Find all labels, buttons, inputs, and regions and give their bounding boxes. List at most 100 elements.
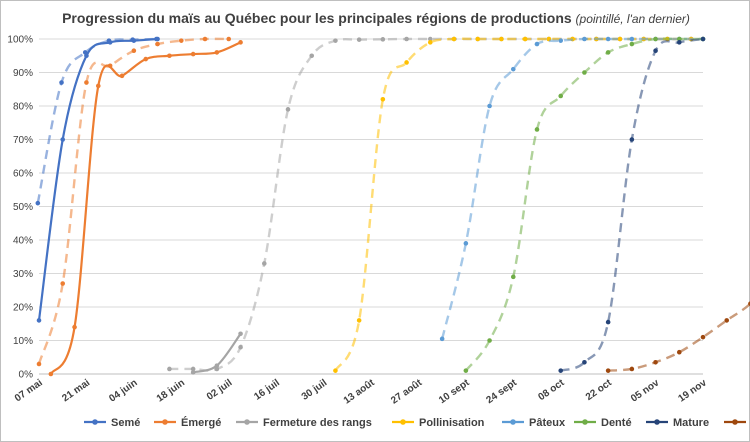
y-tick-label: 80% [13,102,33,113]
data-point [558,93,564,99]
data-point [84,80,89,85]
data-point [653,48,658,54]
data-point [534,41,540,47]
data-point [178,38,184,43]
data-point [629,366,635,372]
x-tick-label: 18 juin [155,377,187,404]
y-tick-label: 90% [13,68,33,79]
data-point [475,36,481,42]
data-point [59,80,64,85]
legend-label: Émergé [181,416,221,429]
data-point [48,371,54,377]
x-tick-label: 16 juil [252,377,282,402]
legend-swatch-marker [510,419,516,425]
data-point [522,36,528,42]
data-point [629,36,635,42]
data-point [60,281,66,286]
x-tick-label: 22 oct [584,377,615,403]
legend-swatch-marker [654,419,660,425]
legend-swatch-marker [92,419,98,425]
data-point [510,274,516,280]
data-point [261,261,267,266]
x-tick-label: 02 juil [205,377,235,402]
data-point [190,51,196,57]
legend-label: Semé [111,417,140,429]
data-point [356,37,362,42]
data-point [95,83,101,89]
data-point [167,53,172,59]
data-point [605,50,611,55]
series-line [49,41,242,375]
data-point [558,368,564,373]
y-tick-label: 10% [13,336,33,347]
data-point [487,103,492,109]
legend-label: Mature [673,417,709,429]
data-point [333,38,338,43]
data-point [285,107,291,112]
data-point [605,36,611,42]
data-point [724,318,730,323]
data-point [60,137,66,142]
data-point [238,331,243,337]
data-point [427,40,433,45]
data-point [356,318,362,323]
data-point [653,359,658,365]
y-tick-label: 0% [19,370,34,381]
x-tick-label: 30 juil [300,377,330,402]
data-point [143,56,149,62]
series-line [334,37,692,372]
data-point [167,366,172,372]
data-point [629,137,635,142]
data-point [155,41,160,47]
data-point [106,38,112,43]
x-tick-label: 21 mai [60,377,92,404]
data-point [214,366,220,372]
y-tick-label: 50% [13,202,33,213]
data-point [380,97,386,102]
data-point [238,344,243,350]
x-tick-label: 04 juin [107,377,139,404]
data-point [439,336,445,342]
data-point [676,40,682,45]
data-point [36,318,42,323]
data-point [676,36,682,42]
y-tick-label: 40% [13,236,33,247]
x-tick-label: 27 août [389,377,425,406]
x-tick-label: 19 nov [676,377,709,404]
x-tick-label: 13 août [342,377,378,406]
data-point [404,36,409,42]
data-point [119,73,125,79]
data-point [214,50,220,55]
data-point [582,70,587,75]
data-point [131,48,137,54]
data-point [226,36,232,42]
data-point [333,368,338,373]
series-line [560,37,704,372]
data-point [653,36,658,42]
data-point [582,359,587,365]
data-point [107,63,113,69]
data-point [510,66,516,72]
x-tick-label: 10 sept [437,377,472,406]
x-tick-label: 05 nov [629,377,662,404]
data-point [82,50,88,55]
y-tick-label: 60% [13,169,33,180]
data-point [36,361,42,367]
data-point [130,37,135,42]
data-point [404,60,409,65]
legend-swatch-marker [732,419,738,425]
data-point [214,363,220,368]
legend-label: Pâteux [529,417,566,429]
data-point [463,368,469,373]
y-tick-label: 30% [13,269,33,280]
data-point [309,53,315,59]
data-point [605,368,611,373]
chart-title: Progression du maïs au Québec pour les p… [1,10,750,26]
data-point [190,370,196,375]
data-point [629,41,635,47]
x-tick-label: 07 mai [13,377,45,404]
data-point [534,127,540,132]
series-line [37,37,229,365]
data-point [72,324,77,330]
series-line [169,37,692,372]
